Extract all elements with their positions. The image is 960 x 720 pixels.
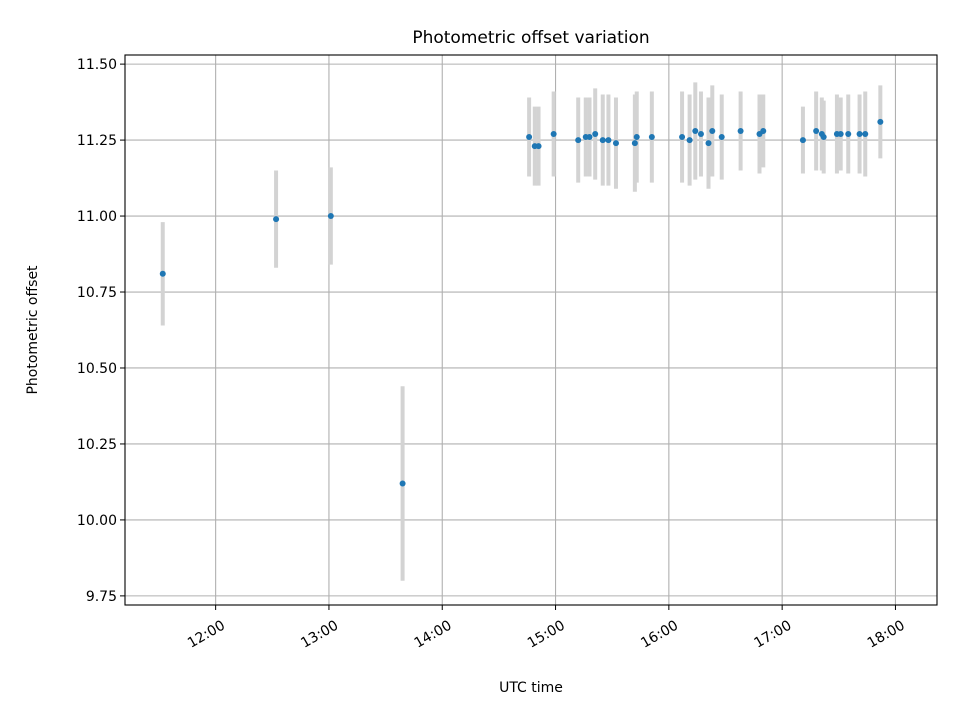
data-point — [612, 140, 619, 147]
data-point — [550, 131, 557, 138]
data-point — [327, 213, 334, 220]
y-tick-label: 9.75 — [86, 589, 117, 605]
data-point — [856, 131, 863, 138]
y-tick-label: 11.00 — [77, 209, 117, 225]
data-point — [718, 134, 725, 141]
x-tick-label: 13:00 — [298, 618, 341, 652]
y-tick-label: 11.50 — [77, 57, 117, 73]
data-point — [737, 127, 744, 134]
data-point — [760, 127, 767, 134]
y-tick-label: 10.25 — [77, 437, 117, 453]
data-point — [820, 134, 827, 141]
data-point — [273, 216, 280, 223]
data-point — [159, 270, 166, 277]
data-point — [605, 137, 612, 144]
data-point — [862, 131, 869, 138]
data-point — [592, 131, 599, 138]
data-point — [837, 131, 844, 138]
data-point — [697, 131, 704, 138]
data-point — [633, 134, 640, 141]
data-point — [631, 140, 638, 147]
x-tick-label: 17:00 — [752, 618, 795, 652]
data-point — [845, 131, 852, 138]
x-tick-label: 16:00 — [638, 618, 681, 652]
x-tick-label: 18:00 — [865, 618, 908, 652]
data-point — [799, 137, 806, 144]
data-point — [679, 134, 686, 141]
ticks: 12:00 13:00 14:00 15:00 16:00 17:00 18:00 9.75 1… — [77, 57, 908, 651]
data-point — [813, 127, 820, 134]
x-tick-label: 12:00 — [185, 618, 228, 652]
plot-frame — [124, 54, 938, 606]
data-point — [692, 127, 699, 134]
data-point — [705, 140, 712, 147]
data-point — [599, 137, 606, 144]
data-point — [526, 134, 533, 141]
data-point — [575, 137, 582, 144]
data-point — [648, 134, 655, 141]
x-tick-label: 15:00 — [525, 618, 568, 652]
y-tick-label: 10.75 — [77, 285, 117, 301]
data-point — [686, 137, 693, 144]
data-point — [399, 480, 406, 487]
data-point — [535, 143, 542, 150]
y-tick-label: 10.50 — [77, 361, 117, 377]
y-tick-label: 11.25 — [77, 133, 117, 149]
data-point — [586, 134, 593, 141]
data-point — [877, 118, 884, 125]
y-tick-label: 10.00 — [77, 513, 117, 529]
chart-title: Photometric offset variation — [412, 28, 649, 48]
x-tick-label: 14:00 — [412, 618, 455, 652]
x-axis-label: UTC time — [499, 680, 563, 696]
errorbars — [160, 82, 883, 581]
data-points — [159, 118, 884, 487]
data-point — [709, 127, 716, 134]
y-axis-label: Photometric offset — [25, 265, 41, 395]
